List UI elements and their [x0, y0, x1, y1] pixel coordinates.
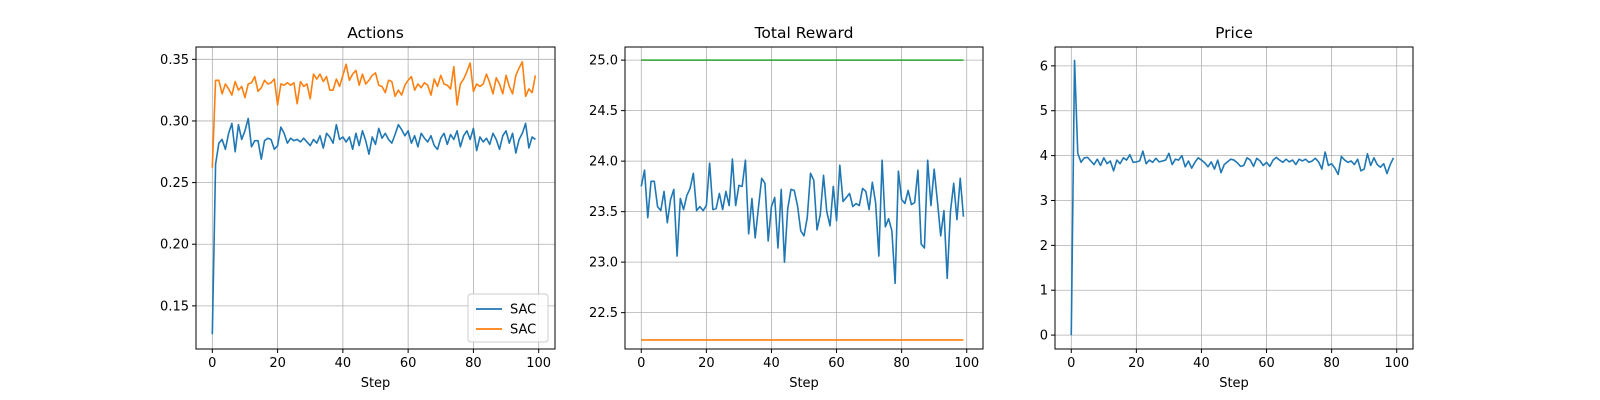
- x-tick-label: 100: [1384, 356, 1409, 371]
- x-tick-label: 60: [828, 356, 845, 371]
- x-axis-label: Step: [1219, 376, 1249, 391]
- y-tick-label: 5: [1040, 104, 1048, 119]
- plot-frame: [195, 46, 556, 350]
- x-tick-label: 0: [637, 356, 645, 371]
- y-tick-label: 25.0: [589, 54, 618, 69]
- x-axis-label: Step: [361, 376, 391, 391]
- x-axis-label: Step: [789, 376, 819, 391]
- y-tick-label: 0: [1040, 329, 1048, 344]
- y-tick-label: 24.0: [589, 155, 618, 170]
- x-tick-label: 80: [465, 356, 482, 371]
- x-tick-label: 0: [1067, 356, 1075, 371]
- y-tick-label: 0.15: [160, 299, 189, 314]
- x-tick-label: 60: [400, 356, 417, 371]
- y-tick-label: 24.5: [589, 104, 618, 119]
- plot-frame: [624, 46, 984, 350]
- x-tick-label: 100: [526, 356, 551, 371]
- y-tick-label: 23.5: [589, 205, 618, 220]
- y-tick-label: 0.35: [160, 53, 189, 68]
- x-tick-label: 40: [1193, 356, 1210, 371]
- x-tick-label: 20: [1128, 356, 1145, 371]
- x-tick-label: 100: [954, 356, 979, 371]
- y-tick-label: 2: [1040, 239, 1048, 254]
- chart-title: Actions: [347, 24, 404, 42]
- legend-label: SAC: [510, 303, 536, 318]
- series-line-1: [1070, 59, 1395, 336]
- x-tick-label: 80: [1323, 356, 1340, 371]
- chart-panel-1: 0 20 40 60 80 100 0.15 0.20 0.25 0.30 0.35 Actions S…: [160, 24, 556, 391]
- y-tick-label: 1: [1040, 284, 1048, 299]
- x-tick-label: 80: [893, 356, 910, 371]
- y-tick-label: 0.30: [160, 114, 189, 129]
- legend: SAC SAC: [467, 293, 549, 343]
- x-tick-label: 40: [763, 356, 780, 371]
- x-tick-label: 60: [1258, 356, 1275, 371]
- y-tick-label: 0.25: [160, 176, 189, 191]
- y-tick-label: 6: [1040, 59, 1048, 74]
- chart-panel-2: 0 20 40 60 80 100 22.5 23.0 23.5 24.0 24.5 25.0 Tota…: [589, 24, 984, 391]
- y-tick-label: 4: [1040, 149, 1048, 164]
- x-tick-label: 40: [335, 356, 352, 371]
- chart-panel-3: 0 20 40 60 80 100 0 1 2 3 4 5 6 Price Step: [1040, 24, 1414, 391]
- legend-label: SAC: [510, 323, 536, 338]
- y-tick-label: 0.20: [160, 238, 189, 253]
- series-line-1: [640, 158, 965, 285]
- x-tick-label: 0: [208, 356, 216, 371]
- x-tick-label: 20: [698, 356, 715, 371]
- x-tick-label: 20: [269, 356, 286, 371]
- series-line-1: [211, 117, 536, 335]
- legend-box: [467, 293, 549, 343]
- chart-title: Price: [1215, 24, 1253, 42]
- y-tick-label: 22.5: [589, 306, 618, 321]
- series-line-2: [211, 60, 537, 168]
- y-tick-label: 23.0: [589, 256, 618, 271]
- y-tick-label: 3: [1040, 194, 1048, 209]
- chart-title: Total Reward: [754, 24, 854, 42]
- plot-frame: [1054, 46, 1414, 350]
